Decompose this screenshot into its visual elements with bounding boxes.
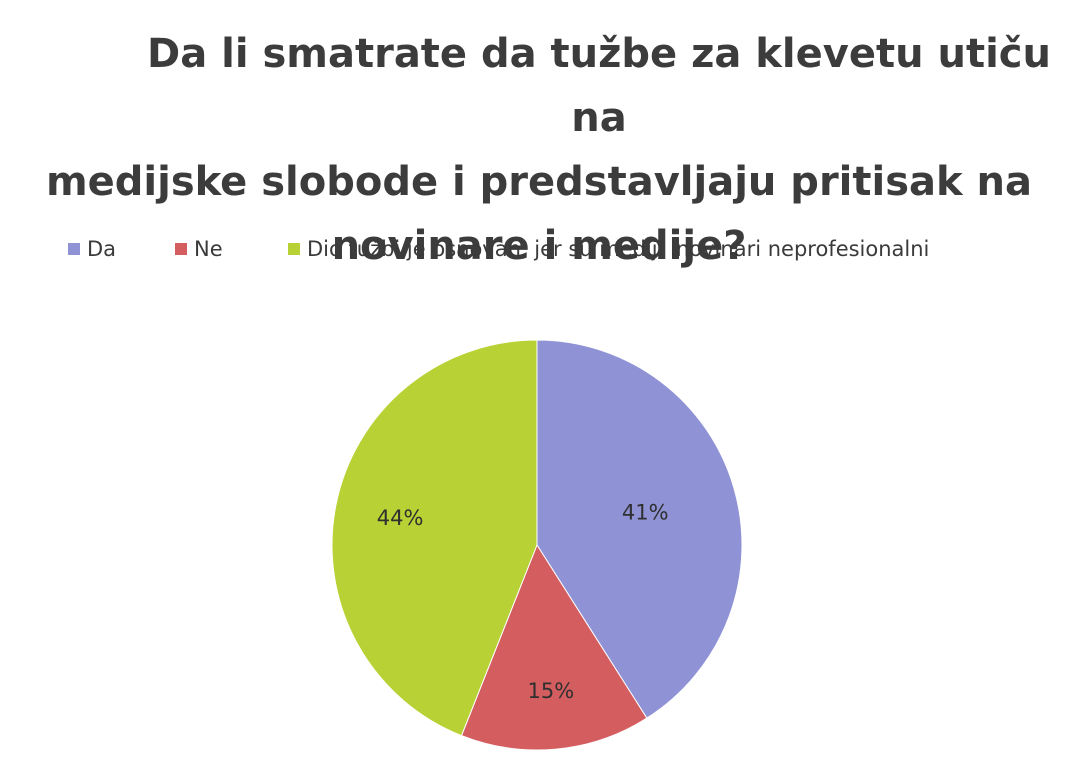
legend-item-ne: Ne [175, 236, 223, 262]
data-label-da: 41% [622, 501, 669, 525]
pie-slice-dio [331, 339, 538, 737]
legend-swatch-da [68, 243, 80, 255]
chart-title: Da li smatrate da tužbe za klevetu utiču… [0, 22, 1078, 278]
data-label-ne: 15% [528, 679, 575, 703]
legend-label-da: Da [87, 237, 117, 261]
legend-label-dio: Dio tužbi je osnovan, jer su mediji inov… [307, 237, 930, 261]
pie-slice-ne [460, 543, 648, 751]
data-label-dio: 44% [377, 506, 424, 530]
chart-title-line: medijske slobode i predstavljaju pritisa… [45, 159, 1033, 205]
pie-slice-da [536, 339, 743, 719]
chart-title-line: Da li smatrate da tužbe za klevetu utiču… [147, 31, 1051, 141]
chart-title-line: novinare i medije? [331, 223, 747, 269]
legend-item-dio: Dio tužbi je osnovan, jer su mediji inov… [288, 236, 929, 262]
legend-label-ne: Ne [194, 237, 223, 261]
legend-item-da: Da [68, 236, 116, 262]
legend-swatch-dio [288, 243, 300, 255]
chart-legend: Da Ne Dio tužbi je osnovan, jer su medij… [0, 228, 1078, 268]
legend-swatch-ne [175, 243, 187, 255]
